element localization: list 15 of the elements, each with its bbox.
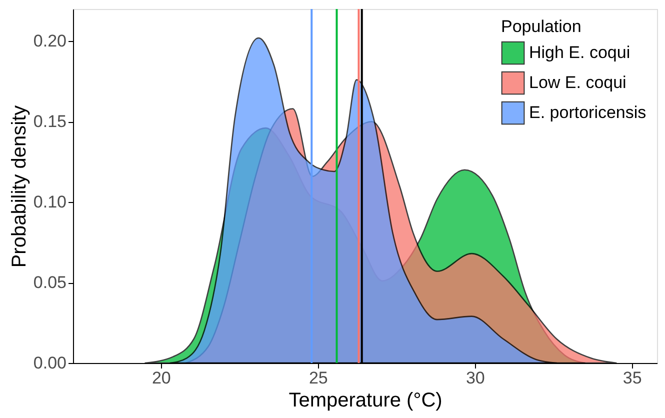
y-tick-label: 0.00 xyxy=(33,354,66,372)
x-axis-title: Temperature (°C) xyxy=(288,390,442,412)
legend-title: Population xyxy=(501,17,582,36)
x-tick-label: 25 xyxy=(308,368,328,388)
legend-label: High E. coqui xyxy=(529,43,630,62)
y-axis-title: Probability density xyxy=(8,105,30,268)
x-tick-label: 30 xyxy=(466,368,485,388)
x-tick-label: 35 xyxy=(622,368,642,388)
legend-label: Low E. coqui xyxy=(529,73,626,92)
x-tick-label: 20 xyxy=(152,368,171,388)
y-tick-label: 0.10 xyxy=(33,192,66,212)
y-tick-label: 0.15 xyxy=(33,112,66,132)
y-tick-label: 0.05 xyxy=(33,273,66,292)
legend-label: E. portoricensis xyxy=(529,103,646,122)
y-tick-label: 0.20 xyxy=(33,32,66,51)
